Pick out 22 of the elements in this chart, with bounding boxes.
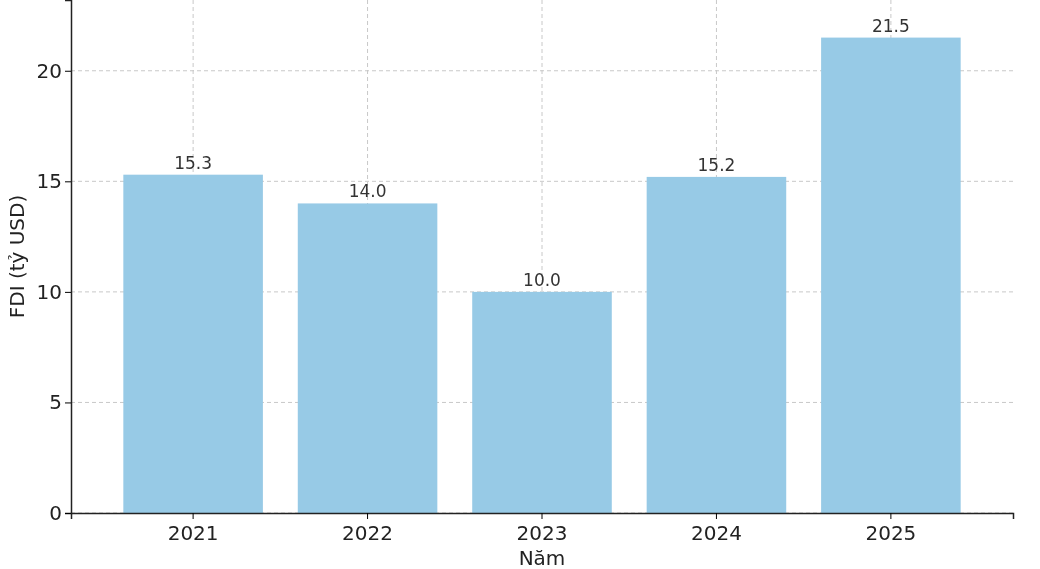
y-tick-label: 0: [49, 500, 62, 525]
x-tick-label: 2025: [865, 521, 917, 545]
y-tick-label: 20: [36, 58, 62, 83]
data-label: 21.5: [871, 15, 910, 36]
x-tick-label: 2022: [342, 521, 394, 545]
x-tick-label: 2023: [516, 521, 568, 545]
bar: [297, 203, 438, 513]
bar: [123, 174, 263, 513]
x-tick-label: 2021: [167, 521, 219, 545]
y-axis-title: FDI (tỷ USD): [5, 194, 29, 319]
bar: [646, 176, 787, 513]
y-tick-label: 10: [36, 279, 62, 304]
x-tick-label: 2024: [690, 521, 742, 545]
y-tick-label: 5: [49, 390, 62, 415]
data-label: 15.3: [174, 152, 213, 173]
data-label: 14.0: [348, 181, 387, 202]
data-label: 10.0: [523, 269, 561, 290]
y-tick-label: 15: [36, 169, 62, 194]
bar: [472, 291, 612, 513]
x-axis-title: Năm: [518, 546, 566, 569]
bar: [821, 37, 961, 513]
data-label: 15.2: [697, 154, 736, 175]
